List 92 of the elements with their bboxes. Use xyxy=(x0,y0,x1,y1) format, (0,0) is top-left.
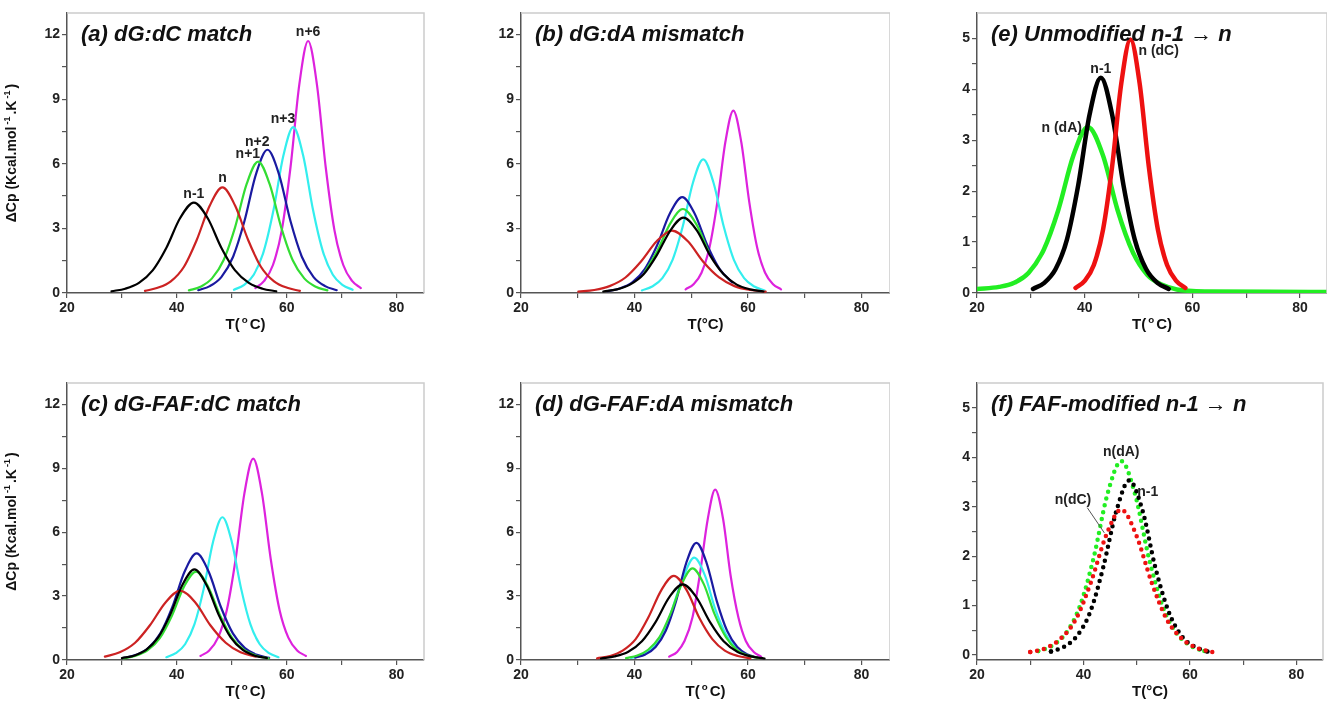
x-tick-label: 20 xyxy=(969,666,985,683)
line-series xyxy=(595,574,752,660)
line-series xyxy=(684,109,783,291)
x-tick-label: 20 xyxy=(59,299,75,316)
line-series xyxy=(232,126,354,291)
y-tick-label: 12 xyxy=(44,25,61,42)
x-tick-label: 80 xyxy=(1288,666,1305,683)
series-label: n(dC) xyxy=(1054,490,1092,507)
x-tick-label: 80 xyxy=(388,299,405,316)
series-label: n (dC) xyxy=(1138,42,1179,59)
line-series xyxy=(643,207,710,274)
y-tick-label: 0 xyxy=(962,645,971,662)
line-series xyxy=(143,186,301,292)
y-tick-label: 4 xyxy=(962,80,971,97)
x-axis-title: T(°C) xyxy=(1132,682,1168,699)
chart-title: (d) dG-FAF:dA mismatch xyxy=(535,391,794,416)
y-tick-label: 12 xyxy=(498,395,515,412)
y-tick-label: 1 xyxy=(962,596,971,613)
x-tick-label: 60 xyxy=(740,299,757,316)
y-tick-label: 12 xyxy=(498,25,515,42)
line-series xyxy=(624,567,760,660)
line-series xyxy=(165,516,280,659)
line-series xyxy=(602,216,765,293)
y-tick-label: 6 xyxy=(506,154,515,171)
y-tick-label: 0 xyxy=(52,283,61,300)
y-tick-label: 3 xyxy=(962,131,971,148)
y-tick-label: 2 xyxy=(962,546,971,563)
y-tick-label: 0 xyxy=(962,283,971,300)
x-tick-label: 80 xyxy=(853,666,870,683)
line-series xyxy=(668,488,763,658)
chart-title: (f) FAF-modified n-1 → n xyxy=(991,391,1247,416)
x-tick-label: 80 xyxy=(853,299,870,316)
chart-title: (b) dG:dA mismatch xyxy=(535,21,745,46)
x-tick-label: 40 xyxy=(1076,299,1093,316)
series-label: n-1 xyxy=(183,184,205,201)
y-tick-label: 9 xyxy=(52,90,61,107)
x-tick-label: 40 xyxy=(626,299,643,316)
y-tick-label: 0 xyxy=(52,650,61,667)
y-axis-title: ΔCp (Kcal.mol-1.K-1) xyxy=(2,83,19,223)
series-label: n+2 xyxy=(244,132,270,149)
line-series xyxy=(640,158,766,292)
series-label: n-1 xyxy=(1090,59,1112,76)
series-label: n xyxy=(218,169,227,186)
chart-title: (a) dG:dC match xyxy=(81,21,253,46)
y-tick-label: 9 xyxy=(506,90,515,107)
series-label: n (dA) xyxy=(1041,119,1082,136)
y-tick-label: 12 xyxy=(44,395,61,412)
x-tick-label: 60 xyxy=(1182,666,1198,683)
y-tick-label: 0 xyxy=(506,283,515,300)
x-tick-label: 20 xyxy=(969,299,985,316)
y-tick-label: 3 xyxy=(52,219,61,236)
y-tick-label: 4 xyxy=(962,448,971,465)
x-tick-label: 40 xyxy=(1075,666,1092,683)
y-tick-label: 6 xyxy=(506,523,515,540)
y-tick-label: 6 xyxy=(52,154,61,171)
series-label: n+6 xyxy=(295,23,321,39)
chart-title: (c) dG-FAF:dC match xyxy=(81,391,301,416)
line-series xyxy=(1030,75,1171,292)
x-tick-label: 60 xyxy=(278,299,295,316)
y-tick-label: 9 xyxy=(506,459,515,476)
x-tick-label: 40 xyxy=(169,299,185,316)
line-series xyxy=(103,589,258,658)
x-tick-label: 80 xyxy=(1292,299,1309,316)
x-tick-label: 80 xyxy=(388,666,405,683)
y-tick-label: 9 xyxy=(52,459,61,476)
line-series xyxy=(199,457,308,658)
y-tick-label: 5 xyxy=(962,398,971,415)
x-tick-label: 60 xyxy=(740,666,757,683)
y-tick-label: 6 xyxy=(52,523,61,540)
x-tick-label: 20 xyxy=(59,666,75,683)
x-tick-label: 20 xyxy=(513,666,529,683)
y-tick-label: 2 xyxy=(962,182,971,199)
y-tick-label: 0 xyxy=(506,650,515,667)
line-series xyxy=(577,229,767,293)
x-tick-label: 20 xyxy=(513,299,529,316)
x-tick-label: 40 xyxy=(626,666,643,683)
line-series xyxy=(110,201,278,293)
y-axis-title: ΔCp (Kcal.mol-1.K-1) xyxy=(2,452,19,591)
x-tick-label: 60 xyxy=(278,666,295,683)
y-tick-label: 3 xyxy=(962,497,971,514)
series-label: n+3 xyxy=(270,110,296,127)
x-axis-title: T(°C) xyxy=(687,315,724,332)
x-tick-label: 40 xyxy=(169,666,185,683)
y-tick-label: 3 xyxy=(506,219,515,236)
series-label: n(dA) xyxy=(1102,443,1140,460)
y-tick-label: 3 xyxy=(52,586,61,603)
x-tick-label: 60 xyxy=(1184,299,1201,316)
y-tick-label: 3 xyxy=(506,586,515,603)
y-tick-label: 5 xyxy=(962,29,971,46)
series-label: n-1 xyxy=(1137,483,1159,500)
line-series xyxy=(599,583,766,660)
y-tick-label: 1 xyxy=(962,232,971,249)
